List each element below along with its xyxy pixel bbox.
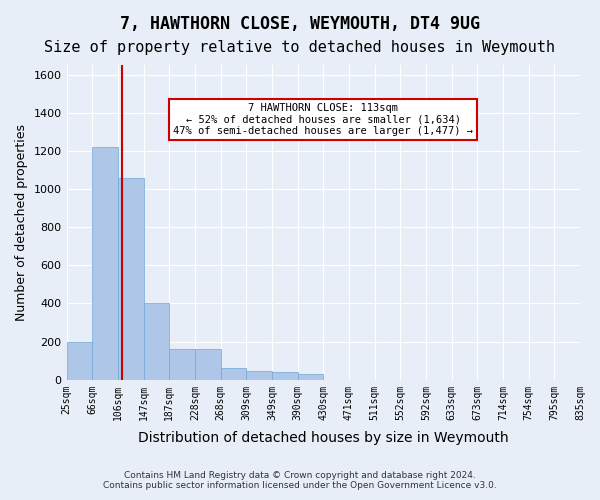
Bar xyxy=(246,371,272,380)
Y-axis label: Number of detached properties: Number of detached properties xyxy=(15,124,28,321)
Text: Contains HM Land Registry data © Crown copyright and database right 2024.
Contai: Contains HM Land Registry data © Crown c… xyxy=(103,470,497,490)
Text: Size of property relative to detached houses in Weymouth: Size of property relative to detached ho… xyxy=(44,40,556,55)
Bar xyxy=(118,178,143,380)
Bar xyxy=(272,372,298,380)
Bar xyxy=(143,304,169,380)
Bar xyxy=(67,342,92,380)
Bar xyxy=(92,147,118,380)
Bar xyxy=(221,368,246,380)
Text: 7 HAWTHORN CLOSE: 113sqm
← 52% of detached houses are smaller (1,634)
47% of sem: 7 HAWTHORN CLOSE: 113sqm ← 52% of detach… xyxy=(173,103,473,136)
Bar xyxy=(195,350,221,380)
Bar xyxy=(169,350,195,380)
Bar xyxy=(298,374,323,380)
Text: 7, HAWTHORN CLOSE, WEYMOUTH, DT4 9UG: 7, HAWTHORN CLOSE, WEYMOUTH, DT4 9UG xyxy=(120,15,480,33)
X-axis label: Distribution of detached houses by size in Weymouth: Distribution of detached houses by size … xyxy=(138,431,509,445)
